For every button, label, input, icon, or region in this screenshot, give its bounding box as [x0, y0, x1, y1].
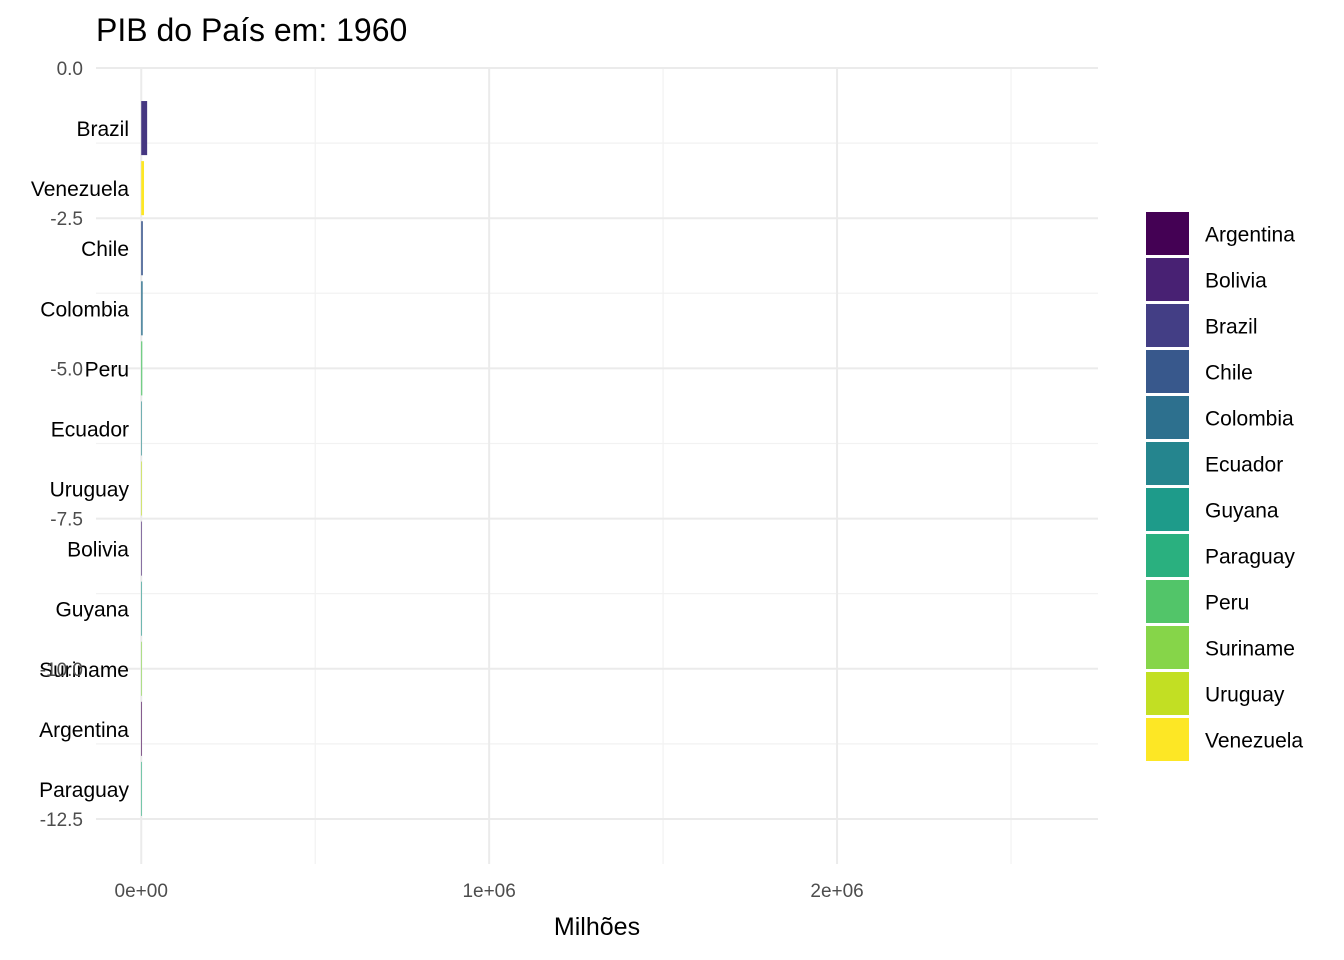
legend-label-peru: Peru	[1205, 592, 1249, 615]
bar-label-guyana: Guyana	[55, 599, 129, 622]
chart-title: PIB do País em: 1960	[96, 12, 407, 48]
x-axis-title: Milhões	[554, 913, 640, 941]
legend-label-paraguay: Paraguay	[1205, 546, 1295, 569]
legend-swatch-chile	[1146, 350, 1189, 393]
bar-label-argentina: Argentina	[39, 719, 129, 742]
bar-uruguay	[141, 461, 142, 516]
bar-label-peru: Peru	[85, 358, 129, 381]
legend-swatch-bolivia	[1146, 258, 1189, 301]
legend-swatch-paraguay	[1146, 534, 1189, 577]
legend-label-chile: Chile	[1205, 362, 1253, 385]
y-tick-label: -5.0	[50, 359, 83, 380]
legend-label-colombia: Colombia	[1205, 408, 1294, 431]
y-tick-label: -10.0	[40, 660, 83, 681]
bar-label-chile: Chile	[81, 238, 129, 261]
bar-brazil	[141, 101, 148, 156]
y-axis-ticks: 0.0 -2.5 -5.0 -7.5 -10.0 -12.5	[40, 59, 83, 831]
legend-swatch-guyana	[1146, 488, 1189, 531]
bar-suriname	[141, 641, 142, 696]
bar-bolivia	[141, 521, 142, 576]
plot-grid	[96, 67, 1098, 864]
y-tick-label: 0.0	[57, 59, 83, 80]
bar-label-brazil: Brazil	[76, 118, 129, 141]
x-tick-label: 1e+06	[462, 881, 515, 902]
bars-group	[141, 101, 148, 816]
legend-label-bolivia: Bolivia	[1205, 270, 1267, 293]
bar-chile	[141, 221, 143, 276]
bar-colombia	[141, 281, 143, 336]
legend-swatch-colombia	[1146, 396, 1189, 439]
legend-swatch-suriname	[1146, 626, 1189, 669]
x-tick-label: 0e+00	[115, 881, 168, 902]
bar-label-suriname: Suriname	[39, 659, 129, 682]
y-tick-label: -12.5	[40, 810, 83, 831]
bar-venezuela	[141, 161, 145, 216]
bar-ecuador	[141, 401, 142, 456]
bar-label-uruguay: Uruguay	[50, 479, 130, 502]
x-axis-ticks: 0e+00 1e+06 2e+06	[115, 881, 864, 902]
y-tick-label: -7.5	[50, 510, 83, 531]
y-tick-label: -2.5	[50, 209, 83, 230]
bar-argentina	[141, 701, 142, 756]
legend-swatch-uruguay	[1146, 672, 1189, 715]
legend-swatch-argentina	[1146, 212, 1189, 255]
legend: Argentina Bolivia Brazil Chile Colombia Ecuad…	[1146, 212, 1303, 761]
bar-peru	[141, 341, 143, 396]
bar-guyana	[141, 581, 142, 636]
legend-label-guyana: Guyana	[1205, 500, 1279, 523]
legend-label-suriname: Suriname	[1205, 638, 1295, 661]
legend-label-brazil: Brazil	[1205, 316, 1258, 339]
legend-label-ecuador: Ecuador	[1205, 454, 1283, 477]
legend-swatch-peru	[1146, 580, 1189, 623]
legend-swatch-ecuador	[1146, 442, 1189, 485]
legend-label-argentina: Argentina	[1205, 224, 1295, 247]
x-tick-label: 2e+06	[810, 881, 863, 902]
bar-paraguay	[141, 761, 142, 816]
bar-label-venezuela: Venezuela	[31, 178, 129, 201]
bar-label-bolivia: Bolivia	[67, 539, 129, 562]
bar-label-ecuador: Ecuador	[51, 418, 129, 441]
legend-swatch-venezuela	[1146, 718, 1189, 761]
legend-label-venezuela: Venezuela	[1205, 730, 1303, 753]
legend-swatch-brazil	[1146, 304, 1189, 347]
bar-label-paraguay: Paraguay	[39, 779, 129, 802]
legend-label-uruguay: Uruguay	[1205, 684, 1285, 707]
bar-labels-group: Brazil Venezuela Chile Colombia Peru Ecuador U…	[31, 118, 130, 802]
bar-label-colombia: Colombia	[40, 298, 129, 321]
